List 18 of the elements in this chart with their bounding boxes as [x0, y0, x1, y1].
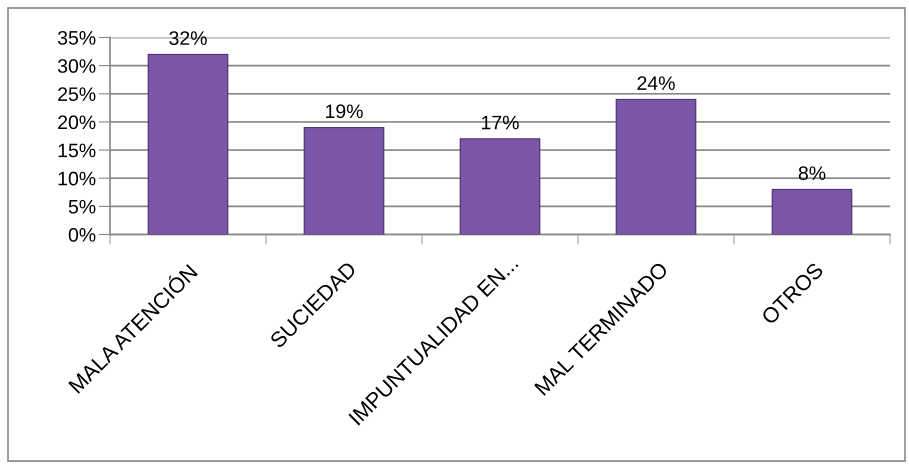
y-tick-label: 25% — [58, 87, 96, 102]
y-tick-label: 0% — [68, 228, 96, 242]
bar — [460, 138, 540, 234]
data-label: 32% — [169, 31, 207, 45]
bar — [304, 127, 384, 234]
bar — [148, 54, 228, 234]
y-tick-label: 10% — [58, 172, 96, 186]
y-tick-label: 35% — [58, 30, 96, 45]
bar — [616, 98, 696, 234]
bar — [772, 188, 852, 234]
data-label: 17% — [482, 116, 519, 130]
y-tick-label: 20% — [58, 115, 96, 130]
y-tick-label: 15% — [58, 144, 96, 158]
y-tick-label: 5% — [68, 200, 96, 214]
data-label: 8% — [798, 166, 826, 180]
data-label: 19% — [326, 104, 363, 118]
y-tick-label: 30% — [58, 59, 96, 73]
data-label: 24% — [638, 76, 675, 90]
